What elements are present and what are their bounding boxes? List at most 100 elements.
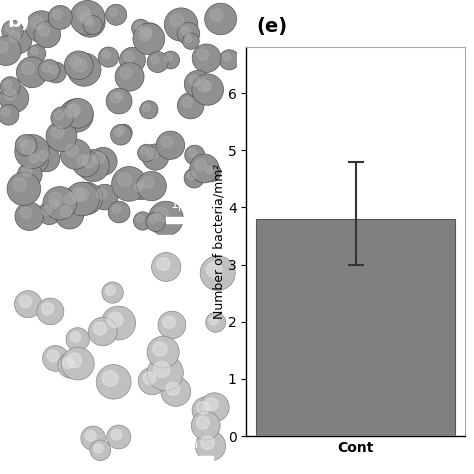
Circle shape [0, 36, 21, 65]
Circle shape [96, 365, 131, 399]
Circle shape [131, 180, 151, 200]
Circle shape [59, 188, 89, 217]
Circle shape [86, 19, 94, 27]
Circle shape [143, 104, 150, 111]
Circle shape [96, 189, 107, 199]
Circle shape [147, 355, 183, 391]
Circle shape [15, 202, 44, 230]
Circle shape [50, 200, 58, 208]
Circle shape [202, 163, 221, 182]
Circle shape [88, 317, 117, 346]
Circle shape [195, 431, 226, 461]
Circle shape [13, 178, 27, 191]
Circle shape [38, 202, 61, 225]
Circle shape [154, 361, 170, 377]
Circle shape [155, 207, 168, 221]
Circle shape [149, 216, 157, 223]
Circle shape [132, 19, 150, 37]
Circle shape [148, 201, 183, 236]
Circle shape [184, 168, 204, 188]
Circle shape [114, 128, 122, 137]
Circle shape [15, 135, 37, 156]
Circle shape [134, 178, 152, 196]
Circle shape [192, 397, 219, 424]
Bar [166, 217, 213, 223]
Circle shape [70, 332, 81, 342]
Circle shape [92, 184, 118, 210]
Circle shape [138, 28, 151, 41]
Circle shape [46, 121, 77, 152]
Bar [166, 456, 213, 462]
Circle shape [83, 16, 102, 35]
Circle shape [22, 167, 32, 177]
Circle shape [107, 425, 131, 449]
Circle shape [82, 155, 96, 168]
Circle shape [94, 152, 105, 164]
Circle shape [190, 154, 219, 183]
Circle shape [146, 212, 165, 232]
Circle shape [112, 166, 146, 201]
Circle shape [102, 51, 110, 59]
Circle shape [69, 104, 81, 116]
Circle shape [89, 147, 117, 175]
Circle shape [60, 206, 72, 217]
Circle shape [60, 139, 91, 169]
Circle shape [38, 60, 60, 81]
Circle shape [31, 16, 44, 29]
Circle shape [22, 62, 34, 74]
Circle shape [161, 136, 173, 147]
Circle shape [135, 22, 142, 29]
Circle shape [189, 75, 200, 86]
Circle shape [135, 183, 142, 191]
Circle shape [163, 316, 175, 328]
Circle shape [138, 367, 166, 395]
Circle shape [28, 45, 46, 63]
Circle shape [107, 312, 123, 327]
Circle shape [166, 382, 180, 395]
Circle shape [33, 146, 60, 172]
Text: (d): (d) [7, 251, 39, 270]
Circle shape [6, 24, 14, 33]
Circle shape [42, 303, 54, 315]
Circle shape [141, 147, 148, 155]
Circle shape [55, 201, 83, 229]
Circle shape [165, 54, 172, 61]
Circle shape [170, 14, 183, 27]
Circle shape [21, 140, 35, 154]
Text: b): b) [7, 12, 30, 31]
Circle shape [58, 353, 83, 378]
Circle shape [219, 50, 239, 70]
Circle shape [43, 187, 77, 220]
Circle shape [143, 372, 155, 384]
Circle shape [2, 108, 10, 116]
Circle shape [185, 145, 205, 165]
Circle shape [70, 0, 105, 35]
Circle shape [137, 172, 166, 201]
Circle shape [76, 7, 90, 20]
Circle shape [147, 52, 168, 73]
Circle shape [206, 312, 226, 332]
Circle shape [64, 51, 93, 80]
Circle shape [15, 291, 42, 318]
Circle shape [67, 353, 82, 368]
Circle shape [140, 100, 158, 119]
Circle shape [161, 377, 191, 406]
Circle shape [0, 41, 8, 53]
Circle shape [4, 80, 12, 88]
Circle shape [42, 206, 51, 215]
Circle shape [147, 148, 157, 159]
Circle shape [37, 298, 64, 325]
Circle shape [42, 64, 51, 72]
Circle shape [19, 138, 27, 147]
Circle shape [158, 311, 186, 339]
Circle shape [18, 163, 42, 187]
Circle shape [202, 82, 211, 91]
Circle shape [156, 131, 185, 159]
Circle shape [55, 111, 64, 119]
Circle shape [205, 166, 213, 174]
Circle shape [85, 430, 96, 441]
Text: (e): (e) [256, 17, 287, 36]
Circle shape [137, 23, 163, 48]
Circle shape [209, 316, 218, 325]
Circle shape [34, 21, 61, 48]
